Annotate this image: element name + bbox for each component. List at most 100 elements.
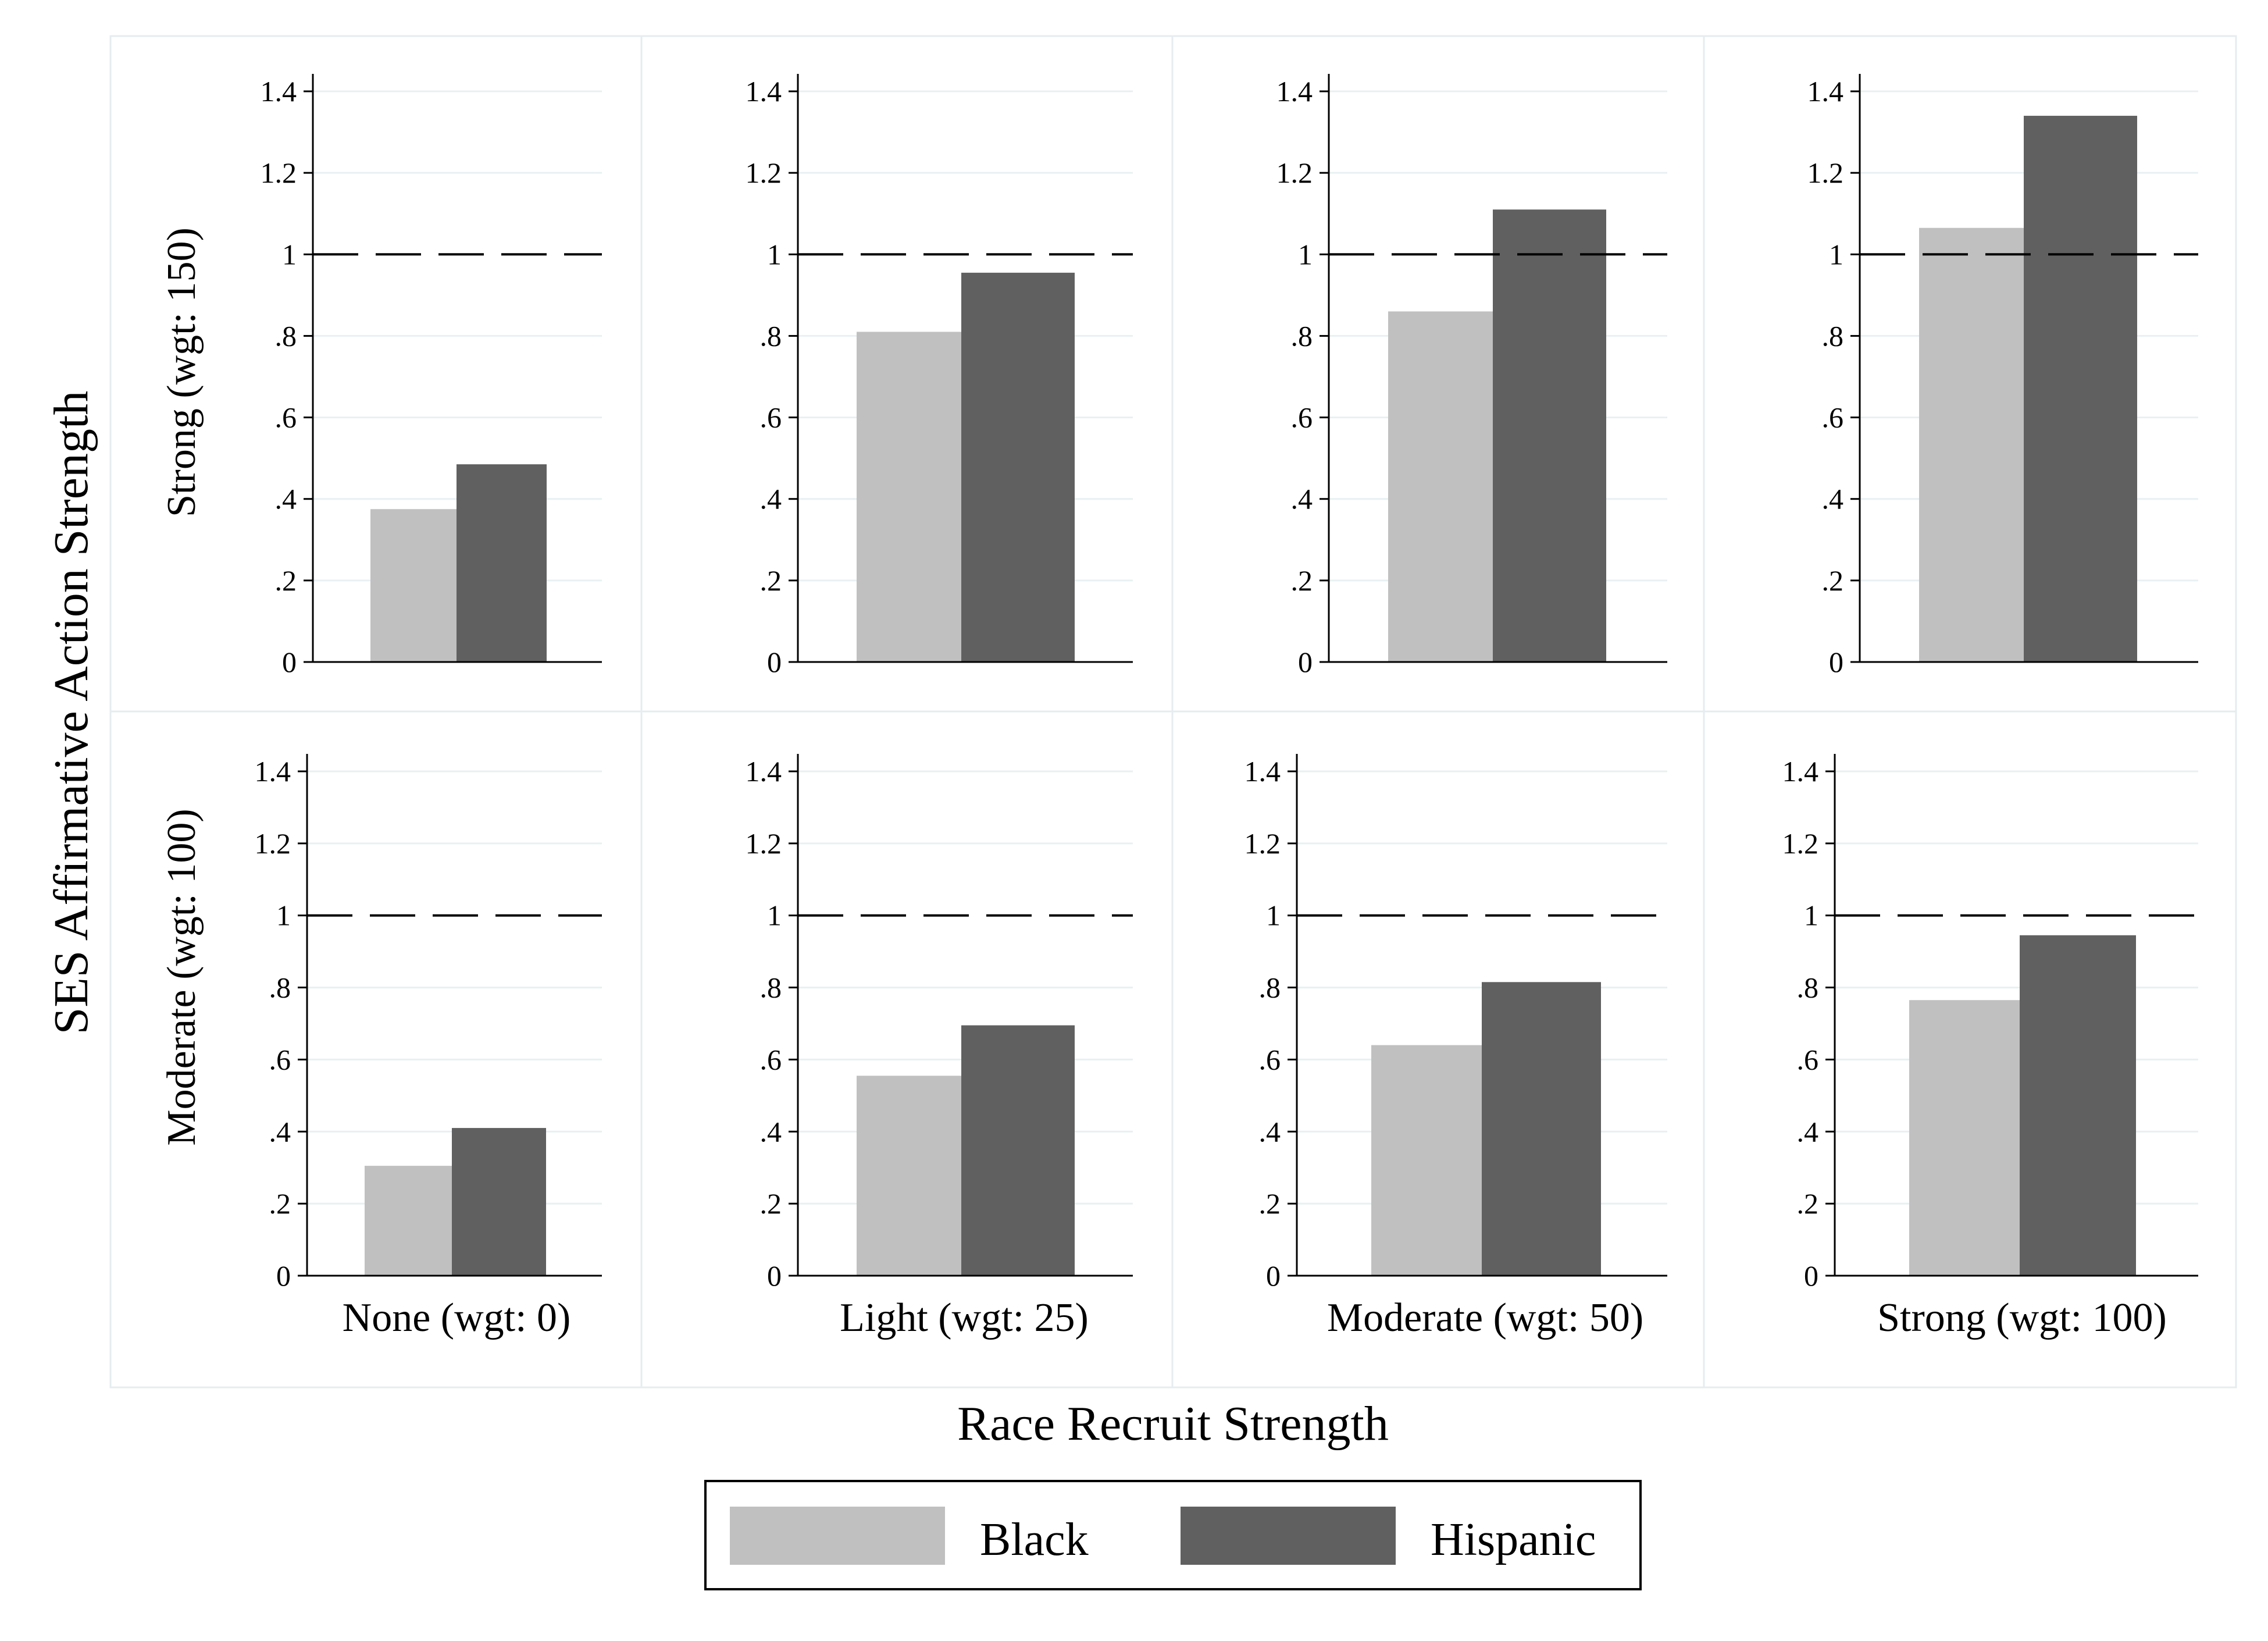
row-label: Moderate (wgt: 100) [159, 809, 204, 1145]
y-tick-label: .2 [1259, 1187, 1281, 1220]
legend-swatch [1181, 1507, 1396, 1565]
y-tick-label: 1 [1298, 238, 1313, 270]
y-tick-label: .2 [760, 1187, 782, 1220]
y-tick-label: 0 [282, 646, 297, 678]
y-tick-label: .8 [1291, 319, 1313, 352]
y-tick-label: 1 [1829, 238, 1843, 270]
y-tick-label: .6 [1291, 401, 1313, 434]
y-tick-label: .8 [275, 319, 297, 352]
y-tick-label: 0 [767, 646, 782, 678]
y-tick-label: .4 [269, 1115, 291, 1148]
y-tick-label: .6 [760, 1043, 782, 1076]
y-tick-label: 1 [767, 238, 782, 270]
bar-hispanic [961, 272, 1075, 662]
y-tick-label: .2 [1291, 564, 1313, 597]
bar-black [370, 509, 457, 662]
y-tick-label: 1.4 [1244, 755, 1281, 788]
y-tick-label: 1.2 [1244, 827, 1281, 860]
y-tick-label: 1.4 [746, 75, 782, 108]
panel-1-0: 0 .2 .4 .6 .8 1 1.2 1.4 [255, 754, 602, 1292]
y-tick-label: .4 [1291, 483, 1313, 515]
y-tick-label: 1 [1266, 899, 1281, 932]
y-tick-label: .2 [275, 564, 297, 597]
y-tick-label: 1.4 [1807, 75, 1844, 108]
y-tick-label: 0 [1804, 1259, 1818, 1292]
bar-hispanic [1482, 982, 1601, 1276]
y-tick-label: 1.2 [1807, 156, 1844, 189]
panel-borders [109, 35, 2237, 1389]
y-tick-label: 1.2 [746, 156, 782, 189]
y-tick-label: 1.2 [261, 156, 297, 189]
y-tick-label: .6 [1259, 1043, 1281, 1076]
y-tick-label: .4 [1822, 483, 1844, 515]
y-tick-label: .4 [1259, 1115, 1281, 1148]
column-label: None (wgt: 0) [343, 1295, 571, 1340]
bar-black [365, 1166, 452, 1276]
bar-black [1388, 311, 1493, 662]
y-tick-label: 0 [276, 1259, 291, 1292]
y-tick-label: .2 [269, 1187, 291, 1220]
y-tick-label: .8 [269, 971, 291, 1004]
column-label: Strong (wgt: 100) [1877, 1295, 2167, 1340]
y-tick-label: .2 [1822, 564, 1844, 597]
y-tick-label: 0 [1266, 1259, 1281, 1292]
y-tick-label: .6 [1797, 1043, 1819, 1076]
y-tick-label: .2 [1797, 1187, 1819, 1220]
bar-hispanic [2020, 935, 2136, 1276]
bar-black [1919, 227, 2024, 663]
y-tick-label: .2 [760, 564, 782, 597]
bar-black [857, 1076, 961, 1276]
panel-0-0: 0 .2 .4 .6 .8 1 1.2 1.4 [261, 74, 602, 678]
y-tick-label: .8 [760, 319, 782, 352]
col-labels: None (wgt: 0) Light (wgt: 25) Moderate (wg… [343, 1295, 2167, 1340]
y-tick-label: .6 [760, 401, 782, 434]
panel-0-3: 0 .2 .4 .6 .8 1 1.2 1.4 [1807, 74, 2198, 678]
legend-swatch [730, 1507, 945, 1565]
y-tick-label: 0 [767, 1259, 782, 1292]
y-tick-label: 1.4 [1782, 755, 1819, 788]
panels: 0.2.4.6.811.21.40.2.4.6.811.21.40.2.4.6.… [255, 74, 2198, 1292]
y-tick-label: .6 [269, 1043, 291, 1076]
panel-1-1: 0 .2 .4 .6 .8 1 1.2 1.4 [746, 754, 1133, 1292]
y-tick-label: 1.4 [255, 755, 291, 788]
bar-black [1909, 1000, 2020, 1276]
y-tick-label: .4 [1797, 1115, 1819, 1148]
panel-0-1: 0 .2 .4 .6 .8 1 1.2 1.4 [746, 74, 1133, 678]
y-tick-label: 1.2 [746, 827, 782, 860]
column-label: Moderate (wgt: 50) [1327, 1295, 1643, 1340]
row-label: Strong (wgt: 150) [159, 227, 204, 517]
y-tick-label: .8 [1822, 319, 1844, 352]
legend-label: Black [980, 1514, 1089, 1565]
bar-hispanic [457, 464, 547, 662]
y-tick-label: .4 [275, 483, 297, 515]
bar-hispanic [2024, 116, 2137, 663]
y-tick-label: 1.4 [1276, 75, 1313, 108]
y-tick-label: 1 [767, 899, 782, 932]
y-tick-label: .4 [760, 483, 782, 515]
column-label: Light (wgt: 25) [840, 1295, 1089, 1340]
y-axis-title: SES Affirmative Action Strength [44, 391, 98, 1035]
panel-1-3: 0 .2 .4 .6 .8 1 1.2 1.4 [1782, 754, 2198, 1292]
y-tick-label: 1.2 [1782, 827, 1819, 860]
y-tick-label: .8 [1259, 971, 1281, 1004]
y-tick-label: .6 [275, 401, 297, 434]
y-tick-label: 0 [1829, 646, 1843, 678]
bar-hispanic [1493, 209, 1606, 662]
y-tick-label: 1 [276, 899, 291, 932]
y-tick-label: .8 [760, 971, 782, 1004]
y-tick-label: 1.4 [261, 75, 297, 108]
y-tick-label: 1.4 [746, 755, 782, 788]
bar-black [1371, 1045, 1482, 1276]
y-tick-label: 0 [1298, 646, 1313, 678]
y-tick-label: .6 [1822, 401, 1844, 434]
legend-label: Hispanic [1431, 1514, 1596, 1565]
row-labels: Strong (wgt: 150) Moderate (wgt: 100) [159, 227, 204, 1146]
y-tick-label: 1.2 [1276, 156, 1313, 189]
bar-black [857, 332, 961, 662]
panel-0-2: 0 .2 .4 .6 .8 1 1.2 1.4 [1276, 74, 1667, 678]
panel-1-2: 0 .2 .4 .6 .8 1 1.2 1.4 [1244, 754, 1667, 1292]
bar-hispanic [961, 1025, 1075, 1276]
y-tick-label: .4 [760, 1115, 782, 1148]
x-axis-title: Race Recruit Strength [957, 1397, 1389, 1451]
